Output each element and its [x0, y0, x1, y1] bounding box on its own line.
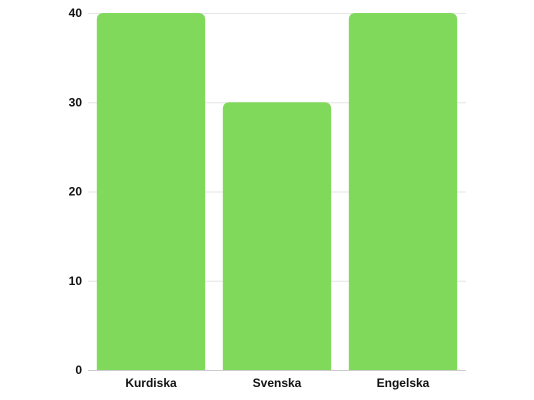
- bar-svenska: [222, 102, 332, 370]
- y-tick-label: 20: [69, 185, 83, 199]
- bar-engelska: [348, 13, 458, 370]
- x-category-label: Kurdiska: [125, 376, 177, 390]
- y-tick-label: 10: [69, 274, 83, 288]
- y-tick-label: 30: [69, 95, 83, 109]
- x-category-label: Svenska: [253, 376, 302, 390]
- x-axis-labels: Kurdiska Svenska Engelska: [125, 376, 429, 390]
- x-category-label: Engelska: [377, 376, 430, 390]
- bar-kurdiska: [96, 13, 206, 370]
- y-tick-label: 0: [75, 363, 82, 377]
- bar-layer: [96, 13, 458, 370]
- y-axis-ticks: 0 10 20 30 40: [69, 6, 83, 377]
- y-tick-label: 40: [69, 6, 83, 20]
